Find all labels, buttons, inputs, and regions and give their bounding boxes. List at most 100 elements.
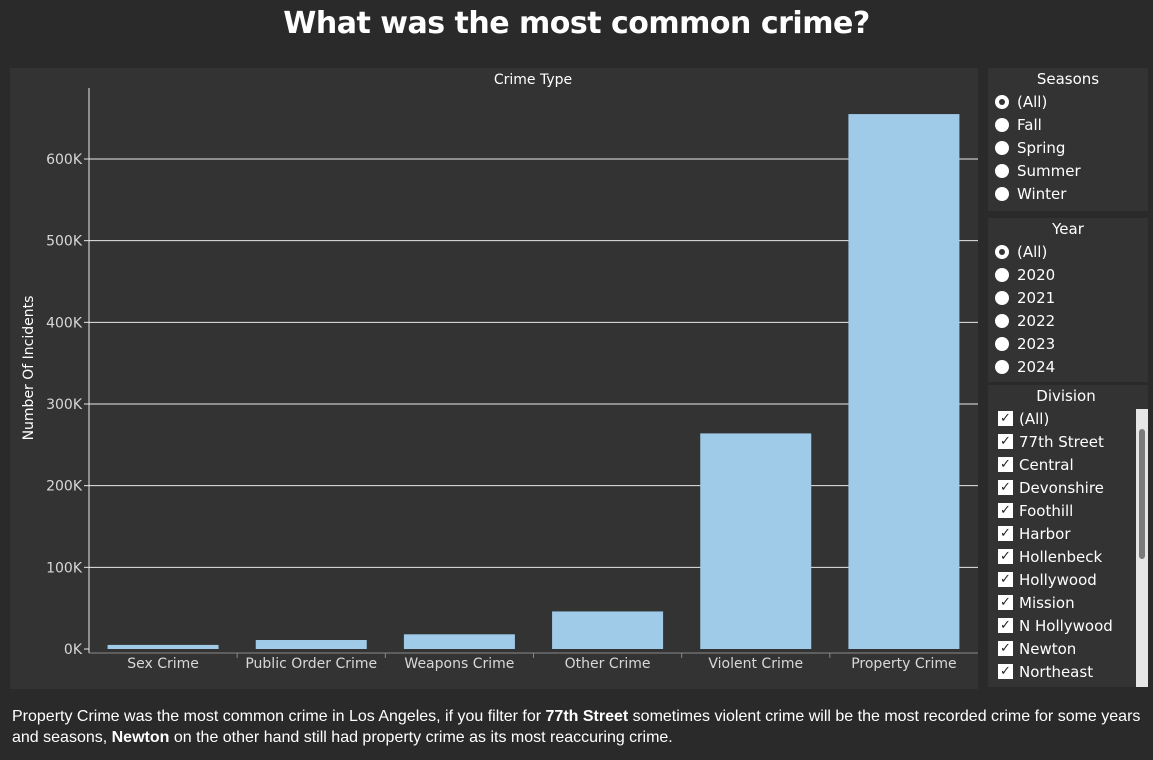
- radio-button-icon[interactable]: [995, 336, 1009, 351]
- radio-button-icon[interactable]: [995, 163, 1009, 178]
- seasons-option-spring[interactable]: Spring: [988, 136, 1148, 159]
- radio-button-icon[interactable]: [995, 117, 1009, 132]
- year-option-label: 2024: [1017, 357, 1056, 376]
- insight-caption: Property Crime was the most common crime…: [12, 706, 1142, 748]
- bar-sex-crime: [107, 644, 219, 649]
- division-scrollbar-thumb[interactable]: [1139, 429, 1145, 559]
- radio-button-icon[interactable]: [995, 267, 1009, 282]
- y-tick-label: 200K: [46, 479, 83, 495]
- caption-text-2: sometimes violent crime will be the most…: [12, 708, 1141, 746]
- division-option-label: (All): [1019, 409, 1050, 428]
- checkbox-checked-icon[interactable]: ✓: [998, 503, 1013, 518]
- year-option-label: 2020: [1017, 265, 1056, 284]
- division-option-foothill[interactable]: ✓ Foothill: [988, 499, 1148, 522]
- checkbox-checked-icon[interactable]: ✓: [998, 549, 1013, 564]
- radio-button-icon[interactable]: [995, 244, 1009, 259]
- division-option-all[interactable]: ✓ (All): [988, 407, 1148, 430]
- checkbox-checked-icon[interactable]: ✓: [998, 526, 1013, 541]
- year-filter-title: Year: [1052, 220, 1084, 238]
- radio-button-icon[interactable]: [995, 313, 1009, 328]
- bar-chart-panel: Crime Type Number Of Incidents 0K 100K 200K 3…: [10, 68, 978, 689]
- division-option-newton[interactable]: ✓ Newton: [988, 637, 1148, 660]
- y-axis-label: Number Of Incidents: [21, 296, 37, 441]
- checkbox-checked-icon[interactable]: ✓: [998, 641, 1013, 656]
- division-scrollbar[interactable]: [1136, 409, 1148, 687]
- division-option-n-hollywood[interactable]: ✓ N Hollywood: [988, 614, 1148, 637]
- radio-button-icon[interactable]: [995, 186, 1009, 201]
- division-option-label: N Hollywood: [1019, 616, 1113, 635]
- division-option-devonshire[interactable]: ✓ Devonshire: [988, 476, 1148, 499]
- radio-button-icon[interactable]: [995, 359, 1009, 374]
- checkbox-checked-icon[interactable]: ✓: [998, 434, 1013, 449]
- bar-violent-crime: [700, 433, 812, 649]
- division-option-hollywood[interactable]: ✓ Hollywood: [988, 568, 1148, 591]
- year-option-2021[interactable]: 2021: [988, 286, 1148, 309]
- seasons-option-fall[interactable]: Fall: [988, 113, 1148, 136]
- division-option-central[interactable]: ✓ Central: [988, 453, 1148, 476]
- checkbox-checked-icon[interactable]: ✓: [998, 572, 1013, 587]
- x-tick-label: Weapons Crime: [404, 656, 514, 672]
- division-option-77th-street[interactable]: ✓ 77th Street: [988, 430, 1148, 453]
- division-filter-title: Division: [1036, 387, 1096, 405]
- year-option-2024[interactable]: 2024: [988, 355, 1148, 378]
- year-option-label: 2022: [1017, 311, 1056, 330]
- bar-weapons-crime: [403, 634, 515, 649]
- year-filter: Year (All) 2020 2021 2022 2023 2024: [988, 218, 1148, 382]
- bar-property-crime: [848, 114, 960, 650]
- year-option-label: (All): [1017, 242, 1048, 261]
- year-option-label: 2023: [1017, 334, 1056, 353]
- checkbox-checked-icon[interactable]: ✓: [998, 664, 1013, 679]
- seasons-option-winter[interactable]: Winter: [988, 182, 1148, 205]
- caption-text-3: on the other hand still had property cri…: [169, 729, 673, 746]
- seasons-option-label: Summer: [1017, 161, 1081, 180]
- division-option-label: Hollenbeck: [1019, 547, 1103, 566]
- x-tick-label: Other Crime: [565, 656, 651, 672]
- year-option-label: 2021: [1017, 288, 1056, 307]
- y-tick-label: 600K: [46, 152, 83, 168]
- bar-public-order-crime: [255, 640, 367, 649]
- y-tick-label: 400K: [46, 315, 83, 331]
- seasons-filter: Seasons (All) Fall Spring Summer Winter: [988, 68, 1148, 211]
- caption-text-1: Property Crime was the most common crime…: [12, 708, 546, 725]
- year-option-2020[interactable]: 2020: [988, 263, 1148, 286]
- seasons-option-label: (All): [1017, 92, 1048, 111]
- caption-bold-77th-street: 77th Street: [545, 708, 629, 725]
- division-option-label: Hollywood: [1019, 570, 1097, 589]
- y-tick-label: 500K: [46, 234, 83, 250]
- division-option-label: Newton: [1019, 639, 1077, 658]
- division-option-label: Foothill: [1019, 501, 1074, 520]
- y-tick-label: 0K: [64, 642, 83, 658]
- checkbox-checked-icon[interactable]: ✓: [998, 411, 1013, 426]
- seasons-option-summer[interactable]: Summer: [988, 159, 1148, 182]
- bar-other-crime: [552, 611, 664, 649]
- division-option-label: Mission: [1019, 593, 1075, 612]
- x-tick-label: Violent Crime: [708, 656, 803, 672]
- caption-bold-newton: Newton: [111, 729, 170, 746]
- x-tick-label: Sex Crime: [127, 656, 199, 672]
- seasons-option-all[interactable]: (All): [988, 90, 1148, 113]
- year-option-2023[interactable]: 2023: [988, 332, 1148, 355]
- checkbox-checked-icon[interactable]: ✓: [998, 595, 1013, 610]
- division-option-label: Harbor: [1019, 524, 1071, 543]
- radio-button-icon[interactable]: [995, 94, 1009, 109]
- seasons-option-label: Winter: [1017, 184, 1067, 203]
- radio-button-icon[interactable]: [995, 290, 1009, 305]
- checkbox-checked-icon[interactable]: ✓: [998, 480, 1013, 495]
- checkbox-checked-icon[interactable]: ✓: [998, 618, 1013, 633]
- year-option-2022[interactable]: 2022: [988, 309, 1148, 332]
- division-option-label: Central: [1019, 455, 1074, 474]
- seasons-filter-title: Seasons: [1036, 70, 1100, 88]
- year-option-all[interactable]: (All): [988, 240, 1148, 263]
- x-tick-label: Public Order Crime: [245, 656, 377, 672]
- division-option-northeast[interactable]: ✓ Northeast: [988, 660, 1148, 683]
- checkbox-checked-icon[interactable]: ✓: [998, 457, 1013, 472]
- y-tick-label: 100K: [46, 560, 83, 576]
- division-option-harbor[interactable]: ✓ Harbor: [988, 522, 1148, 545]
- division-option-label: 77th Street: [1019, 432, 1104, 451]
- chart-title: Crime Type: [494, 72, 572, 88]
- radio-button-icon[interactable]: [995, 140, 1009, 155]
- division-option-hollenbeck[interactable]: ✓ Hollenbeck: [988, 545, 1148, 568]
- seasons-option-label: Spring: [1017, 138, 1066, 157]
- dashboard-title: What was the most common crime?: [283, 6, 870, 41]
- division-option-mission[interactable]: ✓ Mission: [988, 591, 1148, 614]
